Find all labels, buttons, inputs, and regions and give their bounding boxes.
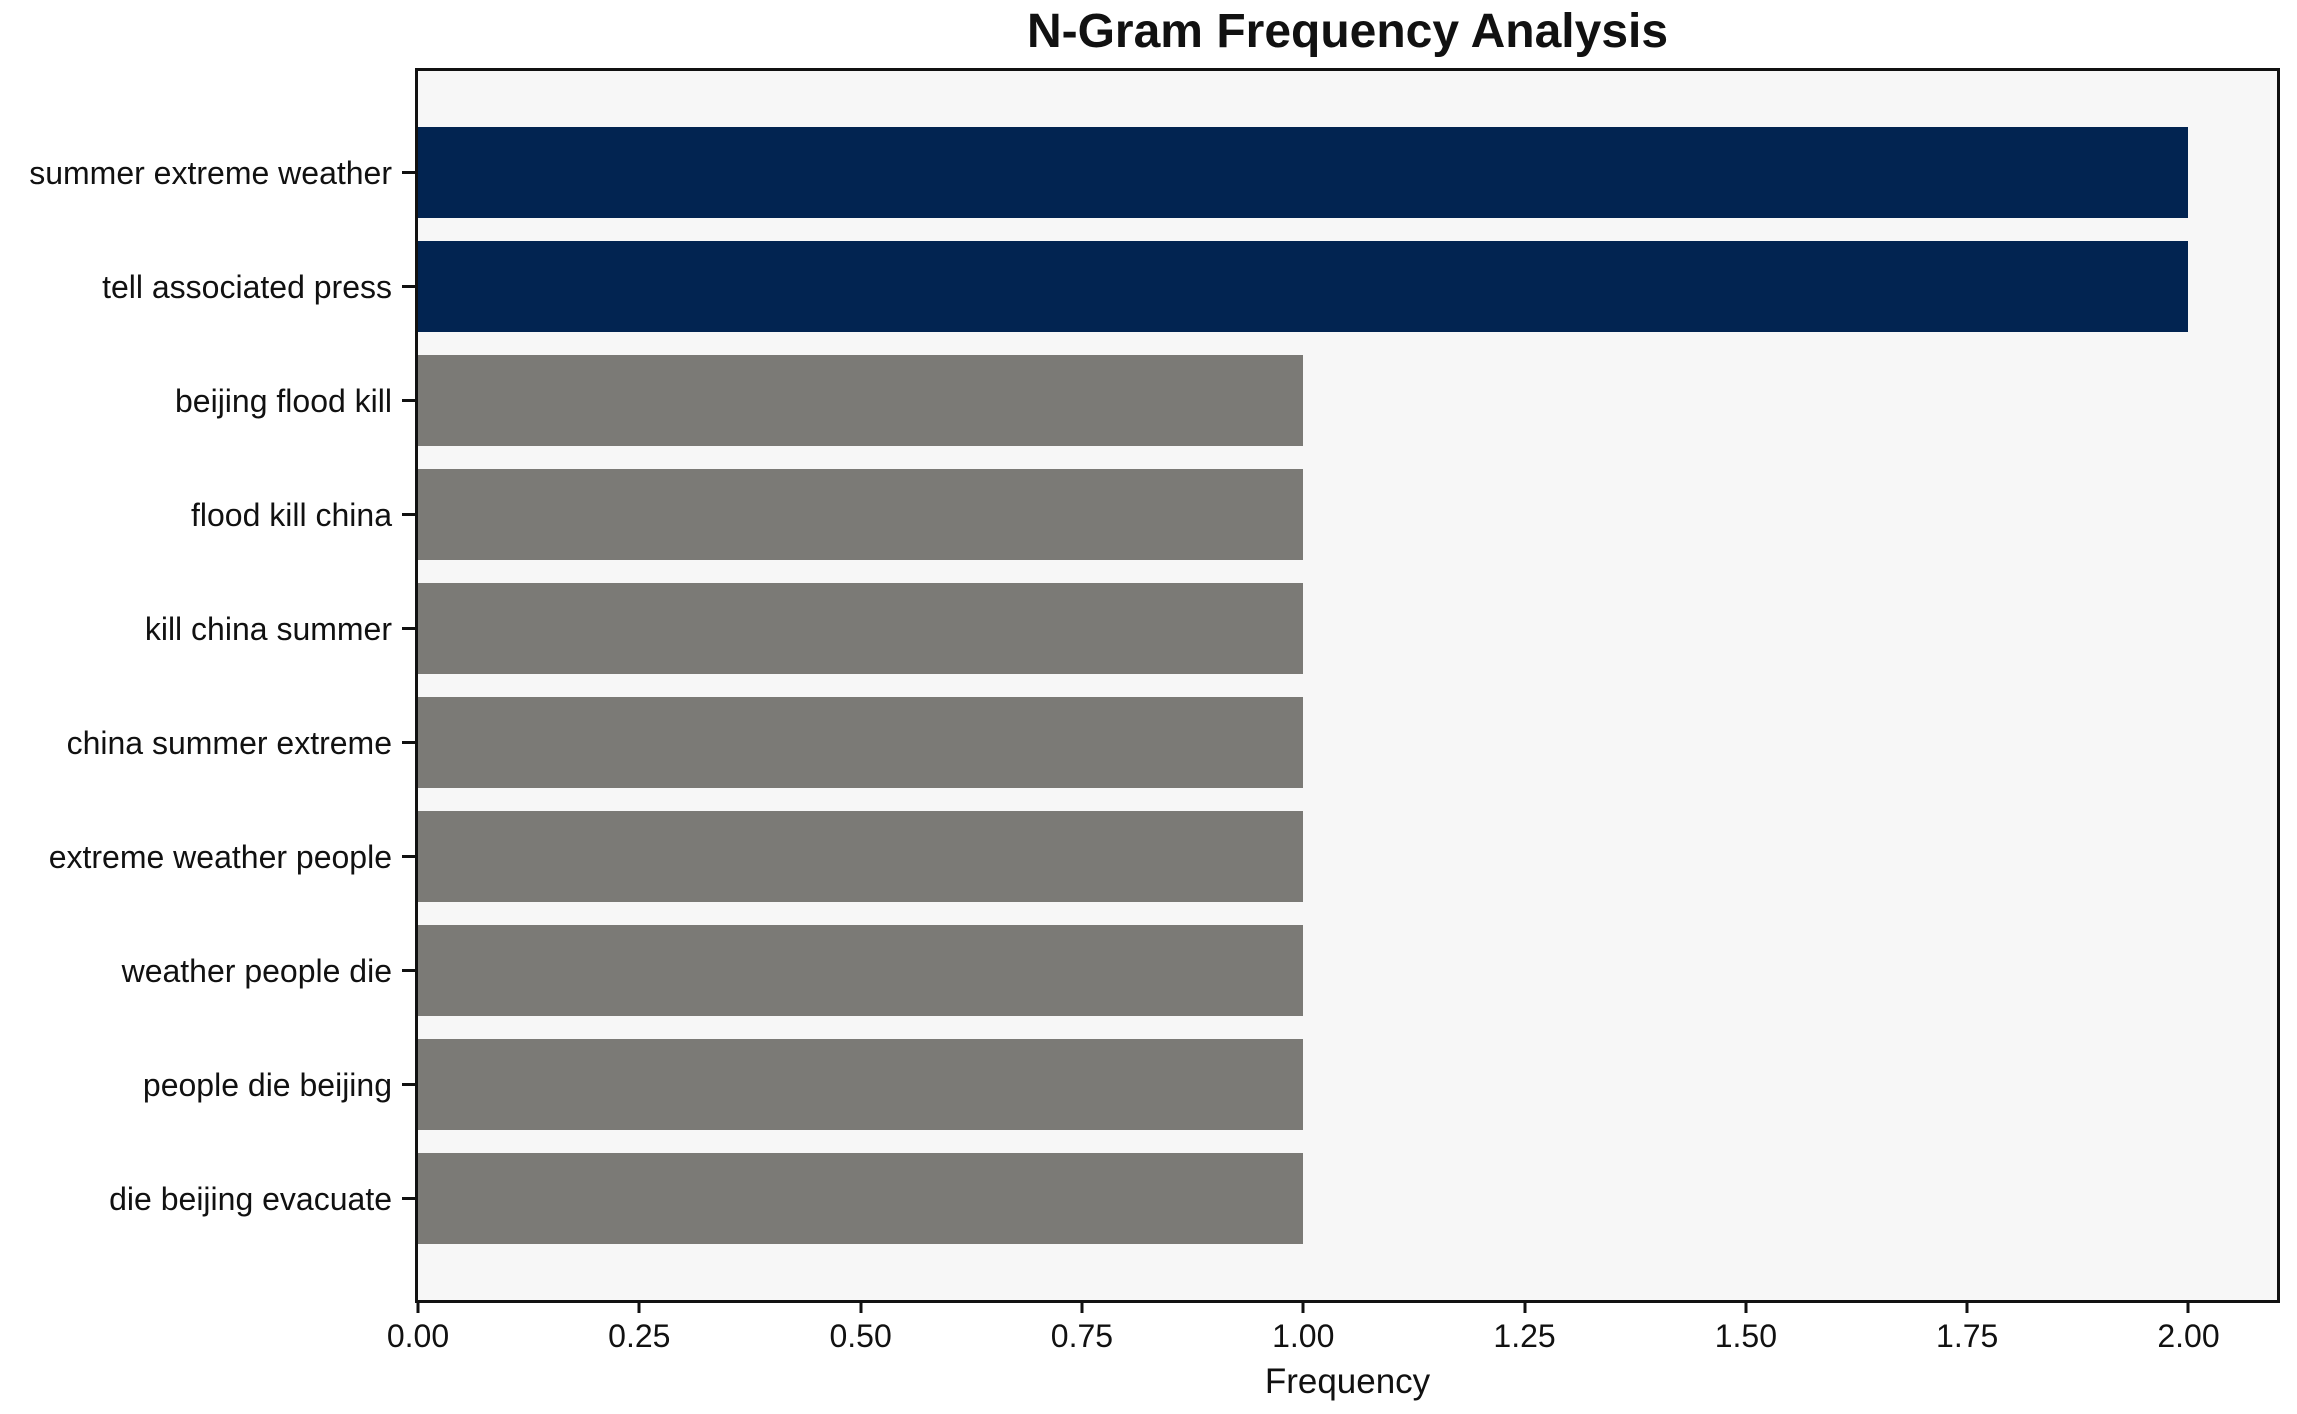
y-tick-mark xyxy=(402,513,415,516)
bar-row xyxy=(418,697,2277,788)
bar-beijing-flood-kill xyxy=(418,355,1304,446)
y-tick-label: china summer extreme xyxy=(66,724,392,761)
y-tick-label: weather people die xyxy=(121,952,392,989)
x-tick-label: 0.50 xyxy=(829,1318,892,1354)
y-tick-mark xyxy=(402,855,415,858)
y-tick-label: kill china summer xyxy=(144,610,392,647)
x-tick-label: 0.25 xyxy=(608,1318,671,1354)
y-tick-mark xyxy=(402,1197,415,1200)
y-tick-mark xyxy=(402,1083,415,1086)
y-tick-row: flood kill china xyxy=(0,469,415,560)
y-tick-mark xyxy=(402,171,415,174)
bar-kill-china-summer xyxy=(418,583,1304,674)
x-tick-label: 2.00 xyxy=(2157,1318,2220,1354)
x-tick-mark xyxy=(1080,1300,1084,1313)
y-tick-row: summer extreme weather xyxy=(0,127,415,218)
bar-row xyxy=(418,811,2277,902)
x-tick-label: 1.25 xyxy=(1493,1318,1556,1354)
bar-people-die-beijing xyxy=(418,1039,1304,1130)
bar-row xyxy=(418,469,2277,560)
y-axis-labels: summer extreme weather tell associated pr… xyxy=(0,71,415,1300)
y-tick-row: china summer extreme xyxy=(0,697,415,788)
bar-flood-kill-china xyxy=(418,469,1304,560)
x-tick-label: 1.75 xyxy=(1936,1318,1999,1354)
y-tick-label: extreme weather people xyxy=(48,838,392,875)
x-tick-mark xyxy=(416,1300,420,1313)
x-tick-mark xyxy=(1301,1300,1305,1313)
bars-layer xyxy=(418,71,2277,1300)
bar-row xyxy=(418,1039,2277,1130)
bar-row xyxy=(418,925,2277,1016)
x-tick-mark xyxy=(637,1300,641,1313)
y-tick-label: die beijing evacuate xyxy=(109,1180,392,1217)
plot-area xyxy=(415,68,2280,1303)
x-tick-mark xyxy=(1523,1300,1527,1313)
y-tick-row: die beijing evacuate xyxy=(0,1153,415,1244)
y-tick-row: weather people die xyxy=(0,925,415,1016)
y-tick-mark xyxy=(402,285,415,288)
bar-extreme-weather-people xyxy=(418,811,1304,902)
bar-summer-extreme-weather xyxy=(418,127,2189,218)
bar-row xyxy=(418,1153,2277,1244)
y-tick-row: people die beijing xyxy=(0,1039,415,1130)
x-tick-label: 0.75 xyxy=(1050,1318,1114,1354)
y-tick-row: kill china summer xyxy=(0,583,415,674)
y-tick-row: beijing flood kill xyxy=(0,355,415,446)
y-tick-label: people die beijing xyxy=(142,1066,392,1103)
chart-title: N-Gram Frequency Analysis xyxy=(1026,5,1669,58)
y-tick-mark xyxy=(402,969,415,972)
bar-row xyxy=(418,127,2277,218)
bar-row xyxy=(418,583,2277,674)
y-tick-row: tell associated press xyxy=(0,241,415,332)
x-axis-ticks xyxy=(416,1300,2277,1314)
x-axis-tick-labels: 0.00 0.25 0.50 0.75 1.00 1.25 1.50 1.75 2.00 xyxy=(387,1318,2277,1356)
bar-die-beijing-evacuate xyxy=(418,1153,1304,1244)
y-tick-row: extreme weather people xyxy=(0,811,415,902)
x-tick-mark xyxy=(2186,1300,2190,1313)
bar-row xyxy=(418,241,2277,332)
x-tick-label: 0.00 xyxy=(386,1318,450,1354)
x-tick-mark xyxy=(1744,1300,1748,1313)
y-tick-label: flood kill china xyxy=(191,496,392,533)
x-tick-label: 1.00 xyxy=(1272,1318,1335,1354)
y-tick-mark xyxy=(402,627,415,630)
y-tick-mark xyxy=(402,741,415,744)
x-axis-title: Frequency xyxy=(1264,1362,1431,1401)
x-tick-label: 1.50 xyxy=(1714,1318,1777,1354)
bar-weather-people-die xyxy=(418,925,1304,1016)
bar-china-summer-extreme xyxy=(418,697,1304,788)
y-tick-label: beijing flood kill xyxy=(174,382,392,419)
x-tick-mark xyxy=(1965,1300,1969,1313)
y-tick-mark xyxy=(402,399,415,402)
y-tick-label: tell associated press xyxy=(102,268,392,305)
x-tick-mark xyxy=(859,1300,863,1313)
y-tick-label: summer extreme weather xyxy=(29,154,392,191)
bar-tell-associated-press xyxy=(418,241,2189,332)
bar-row xyxy=(418,355,2277,446)
